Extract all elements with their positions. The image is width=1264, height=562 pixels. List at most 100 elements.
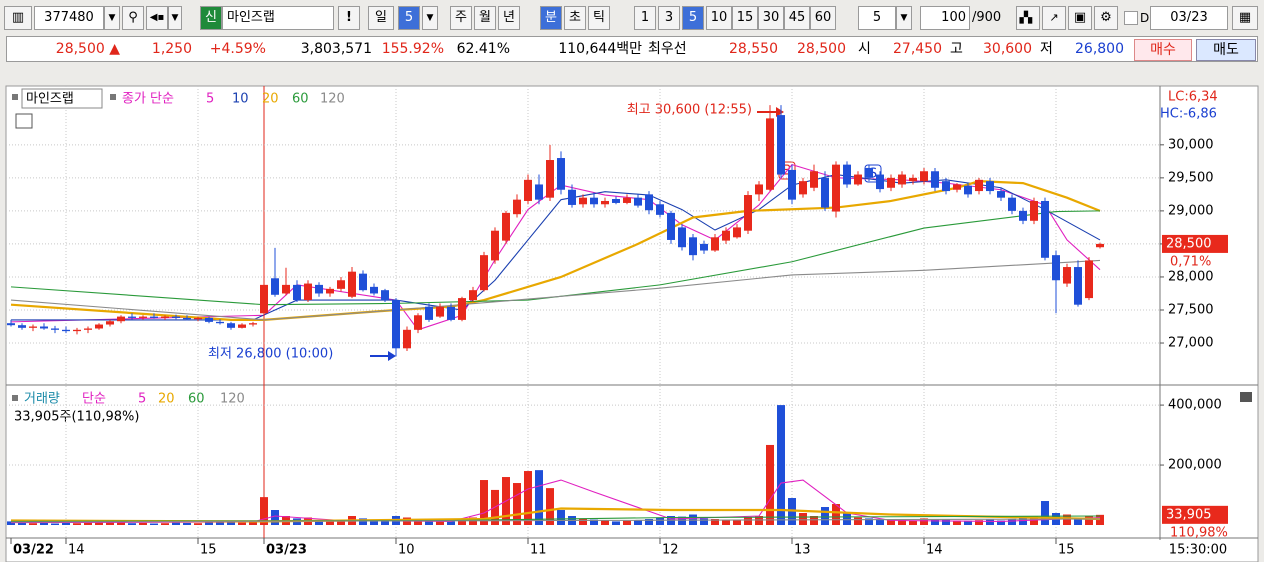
sound-button[interactable]: ◀▪	[146, 6, 168, 30]
minute-button[interactable]: 15	[732, 6, 758, 30]
volume-bar	[986, 519, 994, 525]
current-volume-label: 33,905	[1166, 507, 1212, 522]
volume-bar	[1063, 514, 1071, 525]
volume-bar	[370, 520, 378, 525]
candle-body	[51, 328, 59, 330]
dropdown[interactable]: ▼	[168, 6, 182, 30]
candle-body	[689, 237, 697, 256]
volume-bar	[700, 518, 708, 525]
candle-body	[84, 328, 92, 330]
volume-bar	[722, 519, 730, 525]
candle-body	[205, 317, 213, 322]
volume-bar	[436, 520, 444, 525]
tool-icon[interactable]: ▞▖	[1016, 6, 1040, 30]
unit-button[interactable]: 틱	[588, 6, 610, 30]
candle-body	[194, 317, 202, 320]
range-input[interactable]: 100	[920, 6, 970, 30]
volume-bar	[953, 520, 961, 525]
minute-button[interactable]: 5	[682, 6, 704, 30]
legend-icon	[110, 94, 116, 100]
period-n[interactable]: 5	[398, 6, 420, 30]
x-tick-label: 15	[200, 543, 217, 558]
moving-average	[10, 518, 1101, 523]
code-input[interactable]: 377480	[34, 6, 104, 30]
volume-bar	[106, 521, 114, 525]
candle-body	[579, 197, 587, 205]
checkbox[interactable]	[1124, 11, 1138, 25]
buy-button[interactable]: 매수	[1134, 39, 1192, 61]
count-input[interactable]: 5	[858, 6, 896, 30]
date-input[interactable]: 03/23	[1150, 6, 1228, 30]
save-icon[interactable]: ▣	[1068, 6, 1092, 30]
minute-button[interactable]: 3	[658, 6, 680, 30]
minute-button[interactable]: 10	[706, 6, 732, 30]
legend-box	[21, 88, 103, 109]
candle-body	[436, 306, 444, 317]
unit-button[interactable]: 월	[474, 6, 496, 30]
unit-button[interactable]: 분	[540, 6, 562, 30]
panel-icon[interactable]	[1240, 392, 1252, 402]
unit-button[interactable]: 주	[450, 6, 472, 30]
volume-bar	[964, 520, 972, 525]
table-icon[interactable]	[15, 113, 33, 129]
candle-body	[722, 230, 730, 241]
y-tick-label: 29,000	[1168, 203, 1214, 218]
candle-body	[898, 174, 906, 185]
candle-body	[95, 324, 103, 329]
candle-body	[29, 326, 37, 328]
candle-body	[1019, 210, 1027, 221]
dropdown[interactable]: ▼	[422, 6, 438, 30]
best-ask: 28,550	[729, 41, 778, 57]
turnover: 62.41%	[456, 41, 510, 57]
volume-bar	[73, 523, 81, 525]
current-price-label: 28,500	[1166, 236, 1212, 251]
volume-bar	[579, 518, 587, 525]
legend-indicator: 단순	[82, 392, 106, 407]
settings-icon[interactable]: ⚙	[1094, 6, 1118, 30]
volume-bar	[711, 519, 719, 525]
candle-body	[810, 171, 818, 188]
candle-body	[700, 243, 708, 251]
y-tick-label: 27,000	[1168, 336, 1214, 351]
minute-button[interactable]: 60	[810, 6, 836, 30]
tool-icon[interactable]: ↗	[1042, 6, 1066, 30]
candle-body	[942, 181, 950, 192]
x-tick-label: 03/23	[266, 543, 307, 558]
sell-button[interactable]: 매도	[1196, 39, 1256, 61]
candle-body	[876, 174, 884, 190]
candle-body	[832, 164, 840, 212]
volume-bar	[480, 480, 488, 525]
search-button[interactable]: ⚲	[122, 6, 144, 30]
candle-body	[887, 177, 895, 188]
period-button[interactable]: 일	[368, 6, 394, 30]
unit-button[interactable]: 초	[564, 6, 586, 30]
time-label: 15:30:00	[1169, 543, 1227, 558]
alert-button[interactable]: !	[338, 6, 360, 30]
candle-body	[7, 323, 15, 326]
dropdown[interactable]: ▼	[104, 6, 120, 30]
change: 1,250	[151, 41, 192, 57]
candle-body	[546, 160, 554, 198]
minute-button[interactable]: 45	[784, 6, 810, 30]
unit-button[interactable]: 년	[498, 6, 520, 30]
candle-body	[535, 184, 543, 200]
candle-body	[524, 179, 532, 201]
price: 28,500 ▲	[55, 41, 120, 57]
stock-name[interactable]: 마인즈랩	[222, 6, 334, 30]
candle-body	[1085, 260, 1093, 299]
x-tick-label: 11	[530, 543, 547, 558]
calendar-icon[interactable]: ▦	[1232, 6, 1258, 30]
chart-menu-icon[interactable]: ▥	[4, 6, 32, 30]
volume-bar	[205, 522, 213, 525]
candle-body	[414, 315, 422, 330]
minute-button[interactable]: 1	[634, 6, 656, 30]
dropdown[interactable]: ▼	[896, 6, 912, 30]
candle-body	[425, 306, 433, 320]
volume-bar	[238, 522, 246, 525]
x-tick-label: 14	[926, 543, 943, 558]
volume-bar	[755, 516, 763, 525]
candle-body	[469, 290, 477, 301]
volume-ratio: 155.92%	[381, 41, 444, 57]
minute-button[interactable]: 30	[758, 6, 784, 30]
